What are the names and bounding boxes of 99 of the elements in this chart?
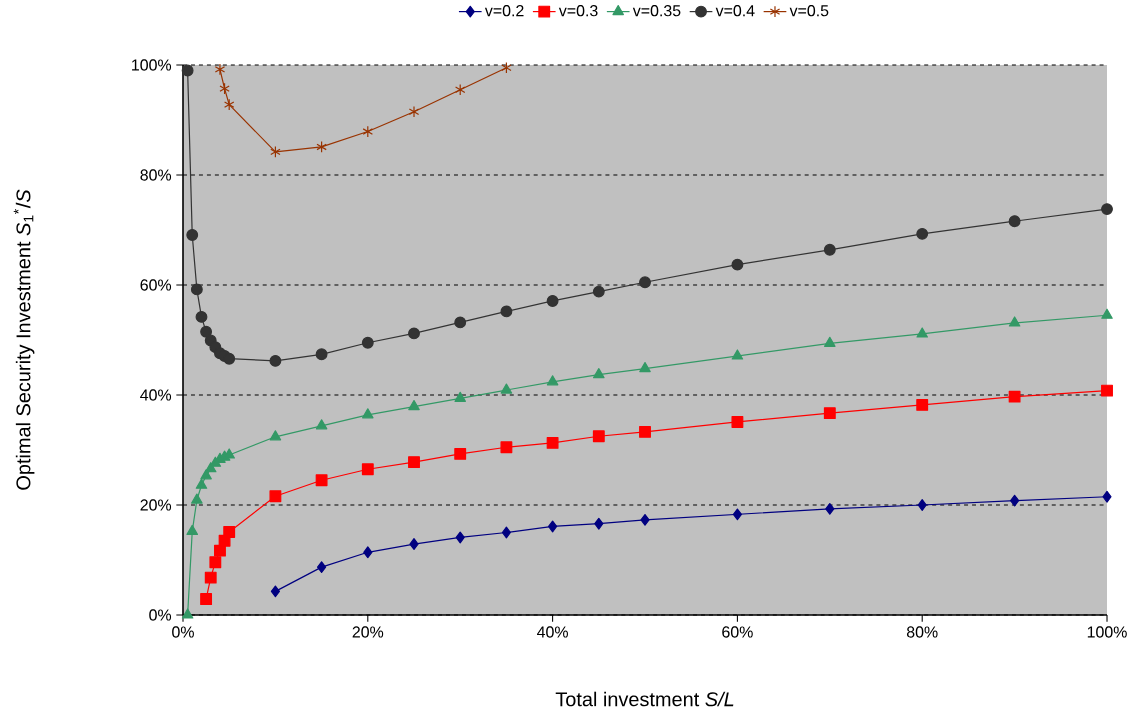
y-tick-label: 20% [140,499,172,511]
point [1008,390,1021,403]
point [200,593,213,605]
point [639,276,651,289]
point [181,64,194,77]
point [731,416,744,428]
point [1010,494,1020,507]
point [269,354,282,367]
point [824,336,836,347]
point [408,456,420,469]
point [223,352,236,365]
point [190,283,203,296]
point [1101,384,1113,397]
point [209,556,222,569]
point [500,305,513,318]
point [408,105,420,118]
point [204,571,217,584]
x-tick-label: 40% [537,626,568,638]
x-axis-title: Total investment S/L [555,691,734,707]
point [500,441,513,454]
point [546,295,559,307]
point [315,348,328,361]
point [363,546,373,559]
point [186,229,199,241]
point [191,493,203,504]
point [916,227,929,240]
point [639,425,651,438]
point [454,316,467,329]
x-tick-label: 20% [352,626,384,638]
point [223,98,235,111]
y-axis-title: Optimal Security Investment S$_{1}$$^{*}$/S [13,189,35,490]
point [454,391,466,402]
point [1102,490,1112,503]
point [454,83,466,96]
point [317,561,327,574]
legend-label: v=0.2 [484,5,524,17]
point [1101,308,1113,319]
point [408,399,420,411]
point [269,490,282,503]
point [593,368,605,379]
point [731,258,744,271]
point [195,478,208,489]
legend-label: v=0.3 [558,5,598,17]
point [270,145,281,158]
point [223,526,236,538]
point [316,141,327,153]
point [731,349,744,360]
point [500,383,513,394]
y-tick-label: 100% [132,59,172,71]
point [732,508,743,521]
point [823,407,836,420]
point [181,608,194,619]
point [823,243,836,256]
point [548,520,558,533]
point [640,513,650,526]
point [825,502,835,515]
y-tick-label: 0% [149,609,172,621]
point [454,447,467,460]
y-tick-label: 80% [140,169,172,181]
point [501,526,512,539]
point [916,398,929,411]
point [408,327,420,340]
point [592,285,605,298]
point [546,436,559,449]
point [546,375,559,386]
point [269,430,282,441]
point [639,362,651,373]
point [594,517,604,530]
y-tick-label: 40% [140,389,172,401]
point [501,61,512,74]
point [592,430,605,443]
legend-label: v=0.35 [632,5,681,17]
point [455,531,465,544]
point [195,310,208,323]
point [200,325,213,338]
point [315,474,328,487]
point [219,82,230,95]
point [361,336,374,349]
x-tick-label: 100% [1087,626,1127,638]
legend-label: v=0.4 [715,5,755,17]
point [1101,203,1113,216]
point [1008,215,1021,228]
point [361,463,374,476]
legend-label: v=0.5 [789,5,829,17]
point [917,499,927,511]
x-tick-label: 0% [172,626,194,638]
point [214,544,226,557]
point [270,585,280,598]
x-tick-label: 60% [722,626,753,638]
point [315,419,328,430]
point [362,408,374,419]
y-tick-label: 60% [140,279,172,291]
point [214,63,226,76]
x-tick-label: 80% [906,626,938,638]
point [362,125,374,138]
point [409,538,419,550]
point [1008,316,1021,327]
point [186,524,199,535]
point [916,327,929,338]
